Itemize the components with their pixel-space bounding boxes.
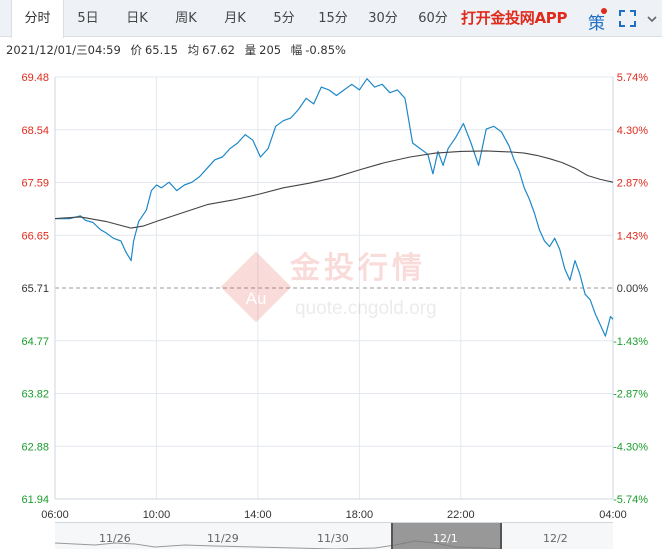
navigator-right-handle[interactable] [500,523,502,549]
info-volume: 205 [259,43,282,57]
info-amplitude-label: 幅 [290,43,303,57]
period-tab-bar: 分时 5日 日K 周K 月K 5分 15分 30分 60分 打开金投网APP 策 [0,0,662,38]
x-tick-label: 14:00 [244,509,272,521]
x-tick-label: 22:00 [447,509,475,521]
quote-info-bar: 2021/12/01/三04:59 价 65.15 均 67.62 量 205 幅 -0… [6,41,352,59]
info-price-label: 价 [130,43,142,57]
time-navigator[interactable]: 11/26 11/29 11/30 12/1 12/2 [55,522,613,549]
navigator-date: 11/26 [99,532,131,545]
tab-5-day[interactable]: 5日 [77,11,99,26]
y-tick-label: 65.71 [21,283,49,295]
info-amplitude: -0.85% [305,43,346,57]
info-avg-label: 均 [187,43,200,57]
x-tick-label: 18:00 [346,509,374,521]
watermark-brand: 金投行情 [289,251,426,286]
x-tick-label: 06:00 [41,509,69,521]
y-tick-label: 66.65 [21,230,49,242]
watermark-url: quote.cngold.org [295,298,437,319]
pct-tick-label: 4.30% [617,125,648,137]
average-price-line [54,150,614,229]
y-tick-label: 69.48 [21,72,49,84]
open-app-link[interactable]: 打开金投网APP [461,9,568,27]
info-price: 65.15 [144,43,178,57]
y-tick-label: 64.77 [21,336,49,348]
y-tick-label: 68.54 [21,125,49,137]
watermark-badge: Au [246,289,267,308]
pct-tick-label: 2.87% [617,178,648,190]
tab-60-min[interactable]: 60分 [418,11,448,26]
navigator-selection[interactable] [392,523,501,549]
tab-5-min[interactable]: 5分 [273,11,295,26]
watermark: Au 金投行情 quote.cngold.org [220,251,437,323]
tab-weekly-k[interactable]: 周K [175,11,197,26]
y-tick-label: 67.59 [21,178,49,190]
policy-icon[interactable]: 策 [588,14,605,34]
pct-tick-label: 1.43% [617,230,648,242]
chevron-down-icon[interactable] [646,13,658,25]
navigator-date: 11/29 [207,532,239,545]
x-tick-label: 04:00 [599,509,627,521]
info-avg: 67.62 [202,43,235,57]
notification-dot [601,8,607,14]
price-line [55,78,614,337]
tab-intraday[interactable]: 分时 [11,0,64,38]
y-tick-label: 63.82 [21,389,49,401]
tab-15-min[interactable]: 15分 [318,11,348,26]
navigator-date: 11/30 [317,532,349,545]
navigator-date: 12/2 [543,532,568,545]
pct-tick-label: -5.74% [613,494,648,506]
pct-tick-label: 0.00% [617,283,648,295]
pct-tick-label: 5.74% [617,72,648,84]
tab-daily-k[interactable]: 日K [126,11,148,26]
pct-tick-label: -1.43% [613,336,648,348]
fullscreen-icon[interactable] [619,10,636,27]
intraday-price-chart[interactable]: Au 金投行情 quote.cngold.org 69.48 5.74% 68.54… [0,62,662,522]
info-datetime: 2021/12/01/三04:59 [6,43,121,57]
tab-30-min[interactable]: 30分 [368,11,398,26]
info-volume-label: 量 [244,43,257,57]
chart-marks [54,78,614,337]
chart-grid [54,76,614,500]
x-tick-label: 10:00 [143,509,171,521]
chart-labels: 69.48 5.74% 68.54 4.30% 67.59 2.87% 66.65 1.43%… [21,72,648,521]
tab-monthly-k[interactable]: 月K [224,11,246,26]
navigator-left-handle[interactable] [391,523,393,549]
y-tick-label: 61.94 [21,494,49,506]
navigator-date: 12/1 [433,532,458,545]
pct-tick-label: -4.30% [613,441,648,453]
y-tick-label: 62.88 [21,441,49,453]
pct-tick-label: -2.87% [613,389,648,401]
